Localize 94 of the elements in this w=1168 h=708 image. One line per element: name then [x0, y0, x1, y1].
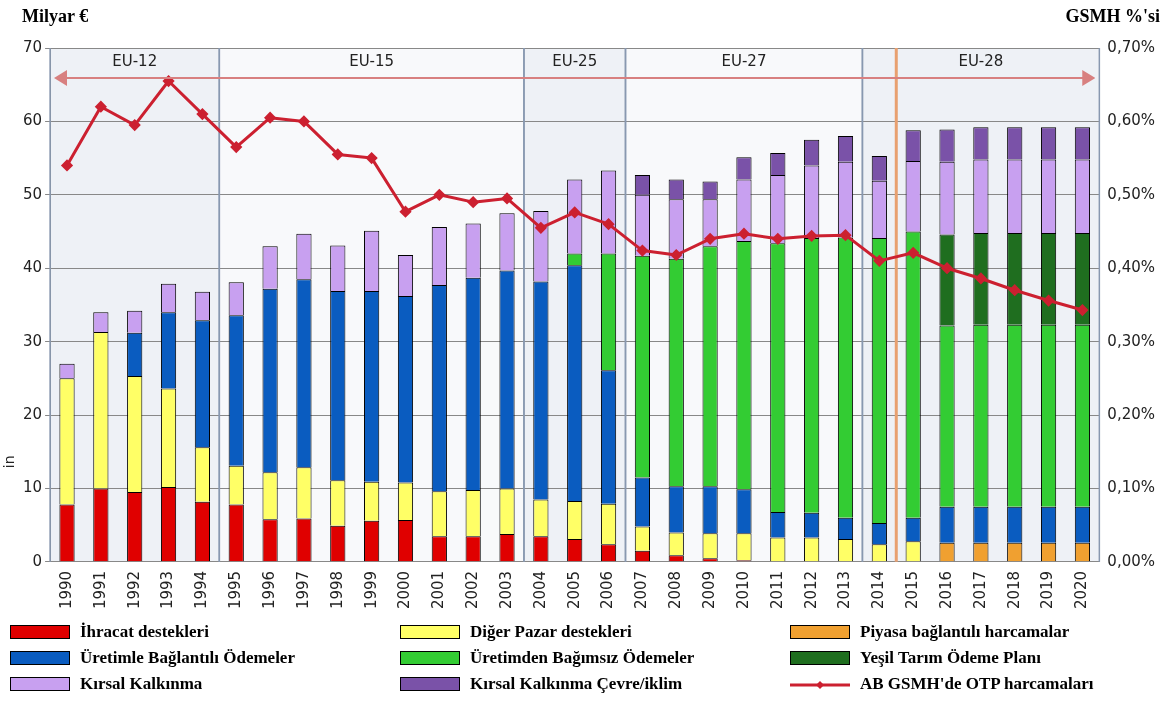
- point: [230, 141, 242, 153]
- band-label: EU-25: [552, 51, 598, 70]
- point: [332, 148, 344, 160]
- x-tick-label: 2009: [700, 570, 718, 610]
- legend-label: AB GSMH'de OTP harcamaları: [860, 674, 1094, 694]
- y2-tick-label: 0,30%: [1107, 331, 1155, 350]
- y2-axis-title: GSMH %'si: [1065, 5, 1160, 26]
- y-tick-label: 10: [22, 478, 43, 497]
- y2-tick-label: 0,50%: [1107, 184, 1155, 203]
- x-tick-label: 1999: [361, 570, 380, 610]
- point: [636, 245, 648, 257]
- legend-label: Üretimden Bağımsız Ödemeler: [470, 648, 695, 668]
- y-tick-label: 50: [22, 184, 43, 203]
- point: [399, 206, 411, 218]
- point: [806, 230, 818, 242]
- point: [298, 115, 310, 127]
- x-tick-label: 2010: [733, 570, 752, 610]
- legend-label: Yeşil Tarım Ödeme Planı: [860, 648, 1041, 668]
- point: [129, 119, 141, 131]
- x-tick-label: 2006: [598, 570, 617, 610]
- point: [569, 206, 581, 218]
- legend-label: Üretimle Bağlantılı Ödemeler: [80, 648, 295, 668]
- x-tick-label: 2011: [767, 570, 786, 610]
- x-tick-label: 1996: [259, 570, 278, 610]
- point: [670, 249, 682, 261]
- x-tick-label: 2020: [1072, 570, 1091, 610]
- x-tick-label: 2005: [564, 570, 583, 610]
- y2-tick-label: 0,10%: [1107, 478, 1155, 497]
- x-tick-label: 2007: [632, 570, 651, 610]
- point: [433, 189, 445, 201]
- y2-tick-label: 0,60%: [1107, 111, 1155, 130]
- x-tick-label: 1998: [327, 570, 346, 610]
- x-tick-label: 1994: [192, 570, 211, 610]
- x-tick-label: 2017: [970, 570, 989, 610]
- point: [907, 247, 919, 259]
- band-label: EU-28: [958, 51, 1004, 70]
- x-tick-label: 2004: [530, 570, 549, 610]
- x-tick-label: 2000: [395, 570, 414, 610]
- y-tick-label: 0: [32, 551, 43, 570]
- y-tick-label: 30: [22, 331, 43, 350]
- point: [366, 152, 378, 164]
- point: [1009, 284, 1021, 296]
- x-tick-label: 2013: [835, 570, 854, 610]
- y-tick-label: 20: [22, 404, 43, 423]
- point: [1076, 304, 1088, 316]
- point: [873, 255, 885, 267]
- point: [1043, 295, 1055, 307]
- legend-label: Piyasa bağlantılı harcamalar: [860, 622, 1070, 642]
- legend-label: Kırsal Kalkınma: [80, 674, 203, 694]
- x-tick-label: 2002: [463, 570, 482, 610]
- x-tick-label: 2014: [869, 570, 888, 610]
- x-tick-label: 1992: [124, 570, 143, 610]
- point: [535, 222, 547, 234]
- legend-label: Diğer Pazar destekleri: [470, 622, 632, 642]
- point: [467, 196, 479, 208]
- point: [738, 228, 750, 240]
- point: [264, 112, 276, 124]
- x-tick-label: 2016: [936, 570, 955, 610]
- y2-tick-label: 0,70%: [1107, 37, 1155, 56]
- x-tick-label: 2018: [1004, 570, 1023, 610]
- point: [501, 192, 513, 204]
- band-label: EU-15: [349, 51, 395, 70]
- point: [603, 218, 615, 230]
- x-tick-label: 2001: [429, 570, 448, 610]
- point: [196, 108, 208, 120]
- text: in: [0, 455, 17, 469]
- point: [840, 229, 851, 241]
- y-tick-label: 70: [22, 37, 43, 56]
- y-tick-label: 40: [22, 258, 43, 277]
- band-label: EU-12: [112, 51, 158, 70]
- y2-tick-label: 0,20%: [1107, 404, 1155, 423]
- point: [772, 233, 784, 245]
- x-tick-label: 2019: [1038, 570, 1057, 610]
- x-tick-label: 2008: [666, 570, 685, 610]
- point: [95, 101, 107, 113]
- point: [975, 272, 987, 284]
- y2-tick-label: 0,40%: [1107, 258, 1155, 277]
- point: [941, 262, 953, 274]
- point: [704, 233, 716, 245]
- y-axis-title: Milyar €: [22, 5, 89, 26]
- x-tick-label: 1991: [90, 570, 109, 610]
- x-tick-label: 2003: [496, 570, 515, 610]
- legend-label: İhracat destekleri: [80, 622, 209, 642]
- x-tick-label: 2015: [903, 570, 922, 610]
- legend-label: Kırsal Kalkınma Çevre/iklim: [470, 674, 683, 694]
- y2-tick-label: 0,00%: [1107, 551, 1155, 570]
- x-tick-label: 1995: [226, 570, 245, 610]
- point: [61, 159, 73, 171]
- x-tick-label: 1997: [293, 570, 312, 610]
- x-tick-label: 1990: [56, 570, 75, 610]
- x-tick-label: 2012: [801, 570, 820, 610]
- x-tick-label: 1993: [158, 570, 177, 610]
- band-label: EU-27: [721, 51, 767, 70]
- y-tick-label: 60: [22, 111, 43, 130]
